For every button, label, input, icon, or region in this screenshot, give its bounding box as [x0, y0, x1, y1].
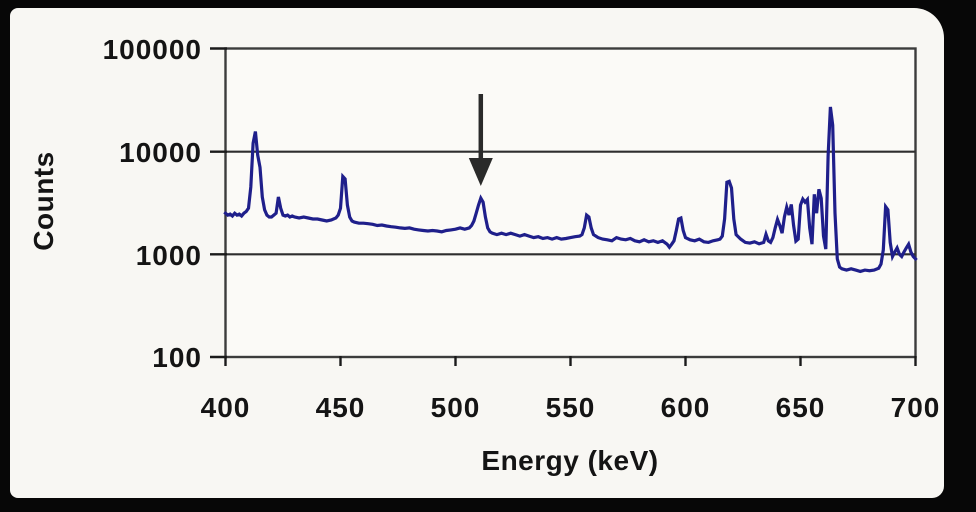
- x-tick-label-500: 500: [431, 392, 481, 423]
- y-axis-ticks: [210, 47, 227, 359]
- x-axis-ticks: [224, 356, 917, 366]
- y-tick-label-10000: 10000: [119, 137, 202, 168]
- y-axis-title: Counts: [28, 151, 59, 250]
- x-tick-label-700: 700: [891, 392, 941, 423]
- x-tick-label-600: 600: [661, 392, 711, 423]
- plot-area: [224, 47, 917, 359]
- y-tick-label-1000: 1000: [136, 240, 202, 271]
- annotation-arrow-icon: [468, 94, 493, 186]
- y-tick-label-100000: 100000: [103, 34, 202, 65]
- x-tick-label-550: 550: [546, 392, 596, 423]
- x-tick-label-450: 450: [316, 392, 366, 423]
- x-tick-label-400: 400: [201, 392, 251, 423]
- x-tick-label-650: 650: [776, 392, 826, 423]
- y-tick-label-100: 100: [152, 342, 202, 373]
- x-axis-title: Energy (keV): [481, 445, 658, 476]
- spectrum-data-line: [223, 106, 918, 274]
